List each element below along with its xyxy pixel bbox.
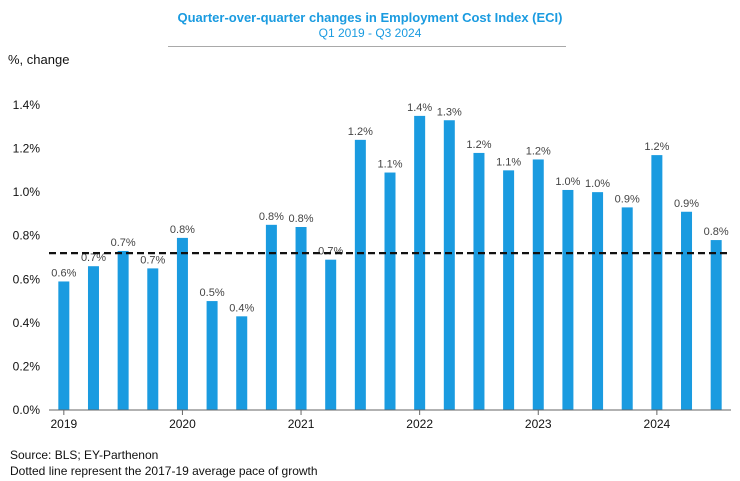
bar: [532, 159, 544, 410]
bar: [592, 192, 604, 410]
bar: [295, 227, 307, 410]
footnote-line: Dotted line represent the 2017-19 averag…: [10, 464, 318, 478]
bar: [651, 155, 663, 410]
bar: [562, 189, 574, 410]
data-label: 1.0%: [555, 176, 580, 188]
bar: [206, 301, 218, 410]
y-tick-label: 1.4%: [13, 98, 41, 112]
data-label: 0.9%: [615, 193, 640, 205]
bar: [414, 115, 426, 411]
x-tick-label: 2019: [50, 417, 77, 431]
bar: [147, 268, 159, 410]
chart-subtitle: Q1 2019 - Q3 2024: [318, 26, 422, 40]
data-label: 0.8%: [170, 224, 195, 236]
data-label: 0.8%: [704, 226, 729, 238]
bar: [621, 207, 633, 410]
title-divider: [168, 46, 566, 47]
y-tick-label: 0.8%: [13, 229, 41, 243]
bar: [325, 259, 337, 410]
x-tick-label: 2023: [525, 417, 552, 431]
data-label: 0.6%: [51, 267, 76, 279]
data-label: 0.8%: [259, 211, 284, 223]
data-label: 1.2%: [466, 139, 491, 151]
y-tick-label: 0.6%: [13, 272, 41, 286]
x-tick-label: 2024: [644, 417, 671, 431]
data-label: 0.7%: [318, 246, 343, 258]
bar: [443, 120, 455, 410]
data-label: 1.0%: [585, 178, 610, 190]
bar: [176, 237, 188, 410]
data-label: 1.2%: [348, 126, 373, 138]
y-tick-label: 0.4%: [13, 316, 41, 330]
y-tick-label: 1.2%: [13, 142, 41, 156]
data-label: 1.1%: [377, 159, 402, 171]
data-label: 0.7%: [140, 254, 165, 266]
data-label: 0.7%: [111, 237, 136, 249]
x-tick-label: 2020: [169, 417, 196, 431]
x-tick-label: 2021: [288, 417, 315, 431]
bar: [354, 139, 366, 410]
data-label: 1.2%: [644, 141, 669, 153]
bar: [117, 250, 129, 410]
data-label: 1.2%: [526, 145, 551, 157]
bar: [473, 152, 485, 410]
x-tick-label: 2022: [406, 417, 433, 431]
bar: [681, 211, 693, 410]
data-label: 0.5%: [200, 287, 225, 299]
source-note: Source: BLS; EY-Parthenon Dotted line re…: [10, 447, 318, 479]
bar: [710, 240, 722, 410]
data-label: 1.4%: [407, 102, 432, 114]
chart-title: Quarter-over-quarter changes in Employme…: [177, 10, 563, 25]
y-tick-label: 0.0%: [13, 403, 41, 417]
bar: [87, 266, 99, 410]
data-label: 0.4%: [229, 302, 254, 314]
bar: [236, 316, 248, 410]
y-tick-label: 1.0%: [13, 185, 41, 199]
data-label: 0.7%: [81, 252, 106, 264]
bar: [503, 170, 515, 410]
bar: [58, 281, 70, 410]
data-label: 0.8%: [289, 213, 314, 225]
data-label: 1.3%: [437, 106, 462, 118]
y-axis-label: %, change: [8, 52, 70, 67]
bar: [384, 172, 396, 410]
data-label: 0.9%: [674, 198, 699, 210]
y-tick-label: 0.2%: [13, 359, 41, 373]
source-line: Source: BLS; EY-Parthenon: [10, 448, 159, 462]
bar: [265, 224, 277, 410]
data-label: 1.1%: [496, 156, 521, 168]
